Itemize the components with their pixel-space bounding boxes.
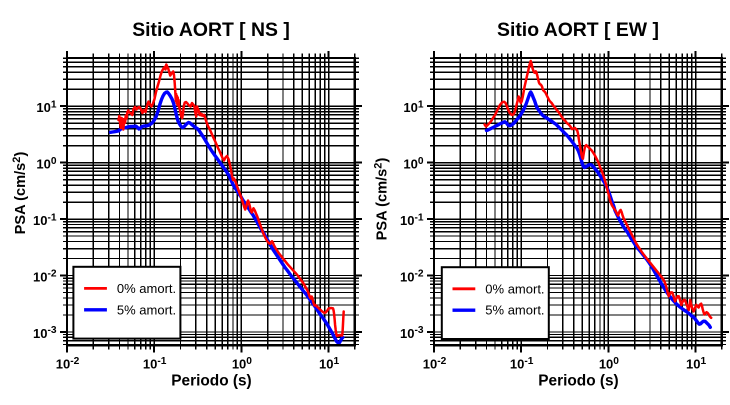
svg-text:5% amort.: 5% amort. xyxy=(117,302,176,317)
svg-text:Periodo (s): Periodo (s) xyxy=(171,373,251,390)
svg-text:0% amort.: 0% amort. xyxy=(485,281,544,296)
svg-text:5% amort.: 5% amort. xyxy=(485,303,544,318)
svg-text:Sitio AORT [ EW ]: Sitio AORT [ EW ] xyxy=(497,19,659,41)
svg-text:Sitio AORT [ NS ]: Sitio AORT [ NS ] xyxy=(132,19,290,41)
svg-text:0% amort.: 0% amort. xyxy=(117,281,176,296)
svg-text:PSA (cm/s2): PSA (cm/s2) xyxy=(11,152,29,235)
svg-text:PSA (cm/s2): PSA (cm/s2) xyxy=(373,158,391,241)
svg-text:Periodo (s): Periodo (s) xyxy=(538,373,618,390)
